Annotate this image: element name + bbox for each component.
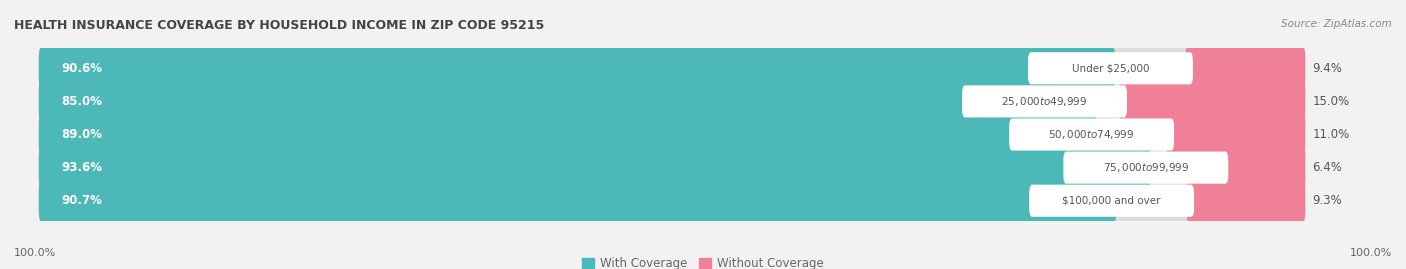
Text: 93.6%: 93.6% bbox=[62, 161, 103, 174]
FancyBboxPatch shape bbox=[39, 45, 1226, 92]
FancyBboxPatch shape bbox=[962, 85, 1128, 118]
Text: 6.4%: 6.4% bbox=[1312, 161, 1343, 174]
Legend: With Coverage, Without Coverage: With Coverage, Without Coverage bbox=[578, 253, 828, 269]
FancyBboxPatch shape bbox=[39, 45, 1115, 92]
FancyBboxPatch shape bbox=[1187, 177, 1305, 224]
Text: 15.0%: 15.0% bbox=[1312, 95, 1350, 108]
Text: 90.6%: 90.6% bbox=[62, 62, 103, 75]
FancyBboxPatch shape bbox=[1028, 52, 1192, 84]
FancyBboxPatch shape bbox=[1167, 111, 1305, 158]
FancyBboxPatch shape bbox=[39, 177, 1116, 224]
Text: 89.0%: 89.0% bbox=[62, 128, 103, 141]
Text: 9.4%: 9.4% bbox=[1312, 62, 1343, 75]
Text: 100.0%: 100.0% bbox=[1350, 248, 1392, 258]
FancyBboxPatch shape bbox=[39, 78, 1049, 125]
FancyBboxPatch shape bbox=[1119, 78, 1305, 125]
FancyBboxPatch shape bbox=[39, 111, 1097, 158]
FancyBboxPatch shape bbox=[39, 144, 1226, 191]
FancyBboxPatch shape bbox=[1010, 118, 1174, 151]
Text: 100.0%: 100.0% bbox=[14, 248, 56, 258]
FancyBboxPatch shape bbox=[1185, 45, 1305, 92]
Text: 90.7%: 90.7% bbox=[62, 194, 103, 207]
Text: 85.0%: 85.0% bbox=[62, 95, 103, 108]
Text: Source: ZipAtlas.com: Source: ZipAtlas.com bbox=[1281, 19, 1392, 29]
FancyBboxPatch shape bbox=[1220, 144, 1305, 191]
FancyBboxPatch shape bbox=[39, 177, 1226, 224]
Text: Under $25,000: Under $25,000 bbox=[1071, 63, 1149, 73]
FancyBboxPatch shape bbox=[1063, 151, 1229, 184]
FancyBboxPatch shape bbox=[39, 144, 1150, 191]
FancyBboxPatch shape bbox=[39, 78, 1226, 125]
FancyBboxPatch shape bbox=[1029, 185, 1194, 217]
Text: HEALTH INSURANCE COVERAGE BY HOUSEHOLD INCOME IN ZIP CODE 95215: HEALTH INSURANCE COVERAGE BY HOUSEHOLD I… bbox=[14, 19, 544, 32]
Text: $25,000 to $49,999: $25,000 to $49,999 bbox=[1001, 95, 1088, 108]
Text: 9.3%: 9.3% bbox=[1312, 194, 1343, 207]
Text: $75,000 to $99,999: $75,000 to $99,999 bbox=[1102, 161, 1189, 174]
Text: $100,000 and over: $100,000 and over bbox=[1063, 196, 1161, 206]
FancyBboxPatch shape bbox=[39, 111, 1226, 158]
Text: $50,000 to $74,999: $50,000 to $74,999 bbox=[1049, 128, 1135, 141]
Text: 11.0%: 11.0% bbox=[1312, 128, 1350, 141]
